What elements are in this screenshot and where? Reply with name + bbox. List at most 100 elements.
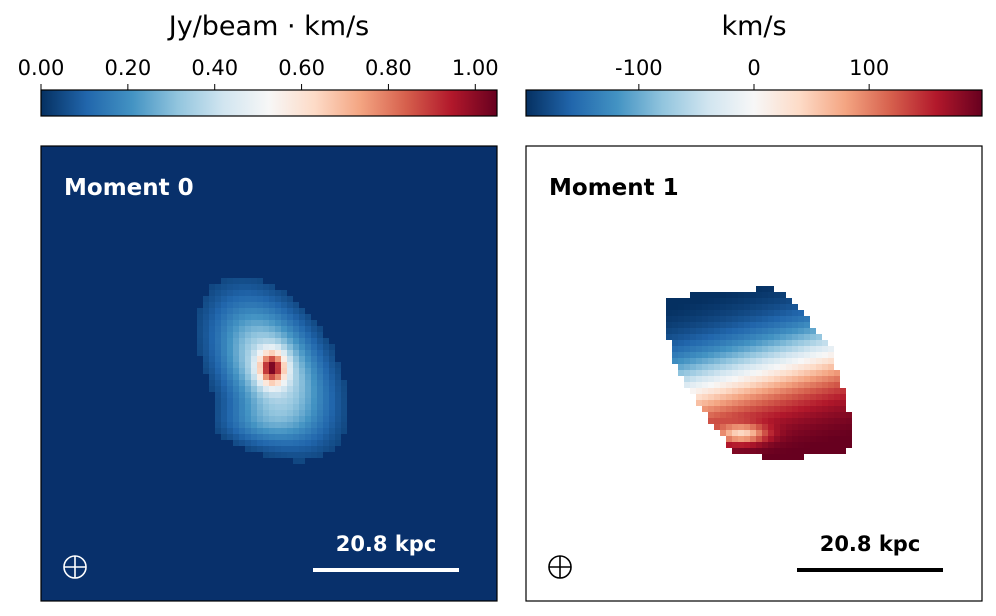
moment0-pixel <box>203 362 209 368</box>
moment0-pixel <box>311 362 317 368</box>
moment0-pixel <box>281 422 287 428</box>
moment1-pixel <box>762 382 768 388</box>
moment1-pixel <box>714 364 720 370</box>
moment0-pixel <box>275 398 281 404</box>
moment0-pixel <box>227 278 233 284</box>
moment1-pixel <box>684 364 690 370</box>
moment0-pixel <box>251 284 257 290</box>
moment1-pixel <box>684 322 690 328</box>
moment0-pixel <box>293 452 299 458</box>
moment0-pixel <box>221 296 227 302</box>
moment1-pixel <box>708 400 714 406</box>
moment1-pixel <box>804 370 810 376</box>
moment1-pixel <box>798 334 804 340</box>
moment0-pixel <box>215 386 221 392</box>
moment0-pixel <box>221 410 227 416</box>
moment0-pixel <box>323 416 329 422</box>
moment1-pixel <box>810 328 816 334</box>
moment0-pixel <box>323 404 329 410</box>
moment0-pixel <box>299 434 305 440</box>
moment1-pixel <box>774 334 780 340</box>
moment1-pixel <box>810 400 816 406</box>
moment0-pixel <box>257 344 263 350</box>
moment0-pixel <box>215 416 221 422</box>
moment1-pixel <box>768 358 774 364</box>
moment1-pixel <box>774 388 780 394</box>
moment0-pixel <box>209 320 215 326</box>
moment1-pixel <box>780 304 786 310</box>
moment0-pixel <box>227 386 233 392</box>
moment0-pixel <box>257 350 263 356</box>
moment1-pixel <box>798 454 804 460</box>
moment0-pixel <box>299 380 305 386</box>
moment1-pixel <box>756 406 762 412</box>
moment0-pixel <box>233 320 239 326</box>
moment0-pixel <box>323 392 329 398</box>
moment0-pixel <box>239 404 245 410</box>
moment1-pixel <box>738 448 744 454</box>
moment0-pixel <box>227 410 233 416</box>
moment0-pixel <box>341 380 347 386</box>
moment1-pixel <box>822 448 828 454</box>
moment1-pixel <box>768 364 774 370</box>
moment0-pixel <box>317 410 323 416</box>
moment1-pixel <box>774 436 780 442</box>
moment0-pixel <box>215 326 221 332</box>
moment1-pixel <box>702 352 708 358</box>
moment1-pixel <box>714 418 720 424</box>
moment0-pixel <box>305 392 311 398</box>
moment0-pixel <box>233 416 239 422</box>
moment0-pixel <box>287 374 293 380</box>
colorbar-moment0-label: Jy/beam · km/s <box>167 11 369 42</box>
moment1-pixel <box>726 436 732 442</box>
moment1-pixel <box>672 346 678 352</box>
moment1-pixel <box>786 298 792 304</box>
moment1-pixel <box>726 394 732 400</box>
moment0-pixel <box>287 404 293 410</box>
moment0-pixel <box>221 404 227 410</box>
moment0-pixel <box>263 440 269 446</box>
moment0-pixel <box>251 410 257 416</box>
moment1-pixel <box>780 370 786 376</box>
moment0-pixel <box>311 404 317 410</box>
moment1-pixel <box>792 328 798 334</box>
moment0-pixel <box>329 356 335 362</box>
moment1-pixel <box>750 436 756 442</box>
moment1-pixel <box>714 316 720 322</box>
moment1-pixel <box>780 322 786 328</box>
moment0-pixel <box>215 404 221 410</box>
moment1-pixel <box>684 376 690 382</box>
moment0-pixel <box>197 326 203 332</box>
moment1-pixel <box>798 340 804 346</box>
moment1-pixel <box>774 346 780 352</box>
moment1-pixel <box>744 394 750 400</box>
moment1-pixel <box>744 334 750 340</box>
moment1-pixel <box>732 352 738 358</box>
moment1-pixel <box>840 394 846 400</box>
moment0-pixel <box>269 308 275 314</box>
moment1-pixel <box>828 352 834 358</box>
moment1-pixel <box>714 328 720 334</box>
moment0-pixel <box>317 326 323 332</box>
moment1-pixel <box>816 334 822 340</box>
moment0-pixel <box>299 416 305 422</box>
moment0-pixel <box>281 308 287 314</box>
moment1-pixel <box>798 316 804 322</box>
moment0-pixel <box>227 356 233 362</box>
moment1-pixel <box>804 442 810 448</box>
moment1-pixel <box>684 346 690 352</box>
moment0-pixel <box>335 386 341 392</box>
colorbar-moment0-bar <box>40 89 498 117</box>
moment0-pixel <box>329 392 335 398</box>
moment0-pixel <box>293 374 299 380</box>
moment1-pixel <box>732 424 738 430</box>
moment1-pixel <box>804 394 810 400</box>
moment1-pixel <box>732 430 738 436</box>
moment0-pixel <box>275 302 281 308</box>
moment0-pixel <box>203 308 209 314</box>
moment0-pixel <box>257 374 263 380</box>
moment1-pixel <box>774 316 780 322</box>
moment1-pixel <box>690 346 696 352</box>
moment0-pixel <box>263 368 269 374</box>
moment1-pixel <box>732 412 738 418</box>
